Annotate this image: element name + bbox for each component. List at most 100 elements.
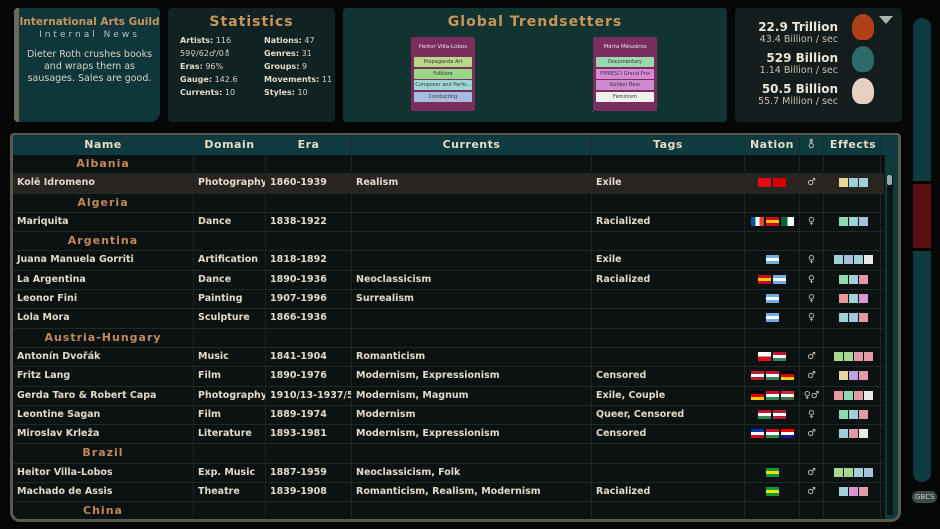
effect-icon[interactable] [853,390,863,400]
artist-name[interactable]: Antonín Dvořák [13,347,194,367]
effect-icon[interactable] [858,409,868,419]
effect-icon[interactable] [838,429,848,439]
table-row[interactable]: Heitor Villa-Lobos Exp. Music 1887-1959 Neo… [13,463,884,484]
croatia-flag-icon [780,429,794,439]
effect-icon[interactable] [838,216,848,226]
effect-icon[interactable] [853,467,863,477]
artist-name[interactable]: Leontine Sagan [13,405,194,425]
effect-icon[interactable] [848,487,858,497]
artist-name[interactable]: Gerda Taro & Robert Capa [13,386,194,405]
artist-name[interactable]: Miroslav Krleža [13,425,194,444]
table-row[interactable]: Antonín Dvořák Music 1841-1904 Romanticism ♂ [13,347,884,368]
column-header-0[interactable]: Name [13,135,194,155]
effect-icon[interactable] [863,390,873,400]
side-scrollbar-thumb[interactable] [913,183,931,248]
effect-icon[interactable] [838,487,848,497]
effect-icon[interactable] [858,178,868,188]
column-header-7[interactable]: Effects [824,135,881,155]
effect-icon[interactable] [858,274,868,284]
table-row[interactable]: Leontine Sagan Film 1889-1974 Modernism Quee… [13,405,884,426]
side-scrollbar[interactable] [913,18,931,482]
gender-cell: ♀ [800,251,824,270]
logo[interactable]: GBCS [912,491,938,503]
table-scrollbar-thumb[interactable] [887,175,892,185]
table-row[interactable]: La Argentina Dance 1890-1936 Neoclassicism R… [13,270,884,291]
table-row[interactable]: Lola Mora Sculpture 1866-1936 ♀ [13,309,884,329]
stat-value: 47 [304,36,315,45]
artist-name[interactable]: Juana Manuela Gorriti [13,251,194,270]
effect-icon[interactable] [848,216,858,226]
tags-cell: Exile, Couple [592,386,745,405]
effect-icon[interactable] [838,178,848,188]
effect-icon[interactable] [848,429,858,439]
domain-cell: Theatre [194,483,266,502]
effect-icon[interactable] [843,255,853,265]
column-header-2[interactable]: Era [266,135,352,155]
era-cell: 1893-1981 [266,425,352,444]
trendsetter-card[interactable]: Márta Mészáros Documentary FIPRESCI Grand … [593,37,657,111]
effect-icon[interactable] [853,351,863,361]
effect-icon[interactable] [833,255,843,265]
table-row[interactable]: Kolē Idromeno Photography 1860-1939 Realism… [13,174,884,194]
column-header-6[interactable]: ⚨ [800,135,824,155]
artist-name[interactable]: Kolē Idromeno [13,174,194,193]
effect-icon[interactable] [838,313,848,323]
effect-icon[interactable] [863,467,873,477]
column-header-4[interactable]: Tags [592,135,745,155]
nation-cell [745,367,800,386]
trendsetter-card[interactable]: Heitor Villa-Lobos Propaganda Art Folklore… [411,37,475,111]
column-header-3[interactable]: Currents [352,135,592,155]
effect-icon[interactable] [853,255,863,265]
table-row[interactable]: Mariquita Dance 1838-1922 Racialized ♀ [13,212,884,233]
column-header-1[interactable]: Domain [194,135,266,155]
effect-icon[interactable] [843,467,853,477]
stat-label: Styles: [264,88,295,97]
effect-icon[interactable] [838,274,848,284]
table-row[interactable]: Miroslav Krleža Literature 1893-1981 Modern… [13,425,884,445]
effect-icon[interactable] [838,371,848,381]
effect-icon[interactable] [833,351,843,361]
artist-name[interactable]: Machado de Assis [13,483,194,502]
gender-cell: ♂ [800,483,824,502]
effect-icon[interactable] [843,351,853,361]
column-header-5[interactable]: Nation [745,135,800,155]
effect-icon[interactable] [858,313,868,323]
effect-icon[interactable] [863,255,873,265]
artist-name[interactable]: Lola Mora [13,309,194,328]
table-row[interactable]: Fritz Lang Film 1890-1976 Modernism, Expres… [13,367,884,387]
effect-icon[interactable] [843,390,853,400]
dropdown-arrow-icon[interactable] [879,16,893,24]
table-row[interactable]: Juana Manuela Gorriti Artification 1818-18… [13,251,884,271]
domain-cell: Dance [194,212,266,232]
table-row[interactable]: Gerda Taro & Robert Capa Photography 1910/… [13,386,884,406]
effect-icon[interactable] [848,371,858,381]
effect-icon[interactable] [858,429,868,439]
empty-cell [824,193,881,212]
artist-name[interactable]: Mariquita [13,212,194,232]
effect-icon[interactable] [848,294,858,304]
stat-value: 9 [301,62,308,71]
table-row[interactable]: Leonor Fini Painting 1907-1996 Surrealism ♀ [13,290,884,310]
effect-icon[interactable] [838,409,848,419]
effect-icon[interactable] [858,371,868,381]
table-scrollbar[interactable] [887,175,893,515]
effect-icon[interactable] [863,351,873,361]
effect-icon[interactable] [848,178,858,188]
table-row[interactable]: Machado de Assis Theatre 1839-1908 Romantic… [13,483,884,503]
effect-icon[interactable] [838,294,848,304]
effect-icon[interactable] [848,274,858,284]
artist-name[interactable]: Heitor Villa-Lobos [13,463,194,483]
effects-cell [824,463,881,483]
effect-icon[interactable] [848,409,858,419]
effect-icon[interactable] [833,390,843,400]
artist-name[interactable]: Leonor Fini [13,290,194,309]
effects-cell [824,405,881,425]
artist-name[interactable]: La Argentina [13,270,194,290]
effects-cell [824,270,881,290]
effect-icon[interactable] [858,294,868,304]
effect-icon[interactable] [858,487,868,497]
effect-icon[interactable] [858,216,868,226]
artist-name[interactable]: Fritz Lang [13,367,194,386]
effect-icon[interactable] [833,467,843,477]
effect-icon[interactable] [848,313,858,323]
